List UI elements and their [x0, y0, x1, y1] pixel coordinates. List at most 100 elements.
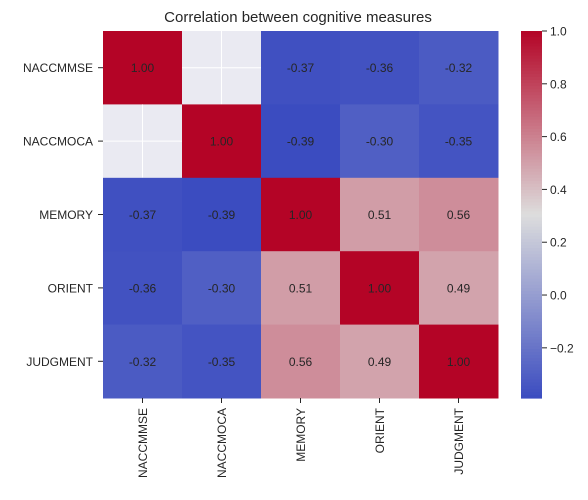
colorbar-segment: [521, 186, 542, 191]
colorbar-segment: [521, 193, 542, 197]
heatmap-cell: [419, 251, 499, 326]
colorbar-segment: [521, 110, 542, 115]
colorbar-segment: [521, 278, 542, 283]
cell-value-label: 0.51: [289, 281, 313, 295]
colorbar-segment: [521, 361, 542, 365]
colorbar-segment: [521, 235, 542, 240]
colorbar-segment: [521, 128, 542, 133]
colorbar-segment: [521, 275, 542, 280]
colorbar-segment: [521, 153, 542, 157]
colorbar-segment: [521, 98, 542, 102]
colorbar-segment: [521, 162, 542, 167]
colorbar-segment: [521, 352, 542, 356]
heatmap-cell: [182, 324, 262, 399]
cell-value-label: 1.00: [368, 281, 392, 295]
cell-value-label: 0.56: [289, 355, 313, 369]
colorbar-segment: [521, 70, 542, 75]
colorbar-segment: [521, 245, 542, 249]
cell-value-label: -0.37: [287, 61, 315, 75]
colorbar-segment: [521, 382, 542, 387]
colorbar-segment: [521, 79, 542, 84]
colorbar-segment: [521, 238, 542, 243]
colorbar-segment: [521, 346, 542, 350]
heatmap-cell: [103, 251, 183, 326]
cell-value-label: 0.49: [447, 281, 471, 295]
cell-value-label: 0.56: [447, 208, 471, 222]
colorbar-segment: [521, 284, 542, 289]
colorbar-segment: [521, 297, 542, 301]
colorbar-segment: [521, 263, 542, 268]
colorbar-segment: [521, 324, 542, 329]
colorbar-segment: [521, 355, 542, 359]
colorbar-segment: [521, 388, 542, 393]
colorbar-segment: [521, 339, 542, 344]
colorbar-segment: [521, 40, 542, 44]
cell-value-label: -0.30: [366, 135, 394, 149]
colorbar-segment: [521, 269, 542, 274]
row-labels: NACCMMSE NACCMOCA MEMORY ORIENT JUDGMENT: [23, 61, 103, 369]
colorbar-tick-label: 0.2: [550, 236, 567, 250]
colorbar-segment: [521, 92, 542, 96]
colorbar-segment: [521, 89, 542, 93]
colorbar-segment: [521, 281, 542, 286]
colorbar-segment: [521, 67, 542, 72]
cell-value-label: -0.35: [208, 355, 236, 369]
colorbar-segment: [521, 303, 542, 307]
colorbar-segment: [521, 217, 542, 222]
column-label: JUDGMENT: [452, 407, 466, 474]
colorbar-segment: [521, 125, 542, 130]
chart-title: Correlation between cognitive measures: [164, 9, 432, 26]
heatmap-cell: [340, 251, 420, 326]
colorbar-segment: [521, 113, 542, 118]
heatmap-cell: [261, 251, 341, 326]
colorbar-segment: [521, 205, 542, 209]
colorbar-segment: [521, 214, 542, 219]
colorbar-segment: [521, 61, 542, 66]
colorbar-segment: [521, 394, 542, 399]
cell-value-label: -0.39: [208, 208, 236, 222]
colorbar-segment: [521, 52, 542, 57]
heatmap-cell: [261, 177, 341, 252]
colorbar-segment: [521, 177, 542, 182]
heatmap-cell: [103, 177, 183, 252]
colorbar-segment: [521, 260, 542, 265]
colorbar-segment: [521, 138, 542, 142]
colorbar-segment: [521, 251, 542, 255]
heatmap-cell: [419, 177, 499, 252]
colorbar-segment: [521, 300, 542, 304]
heatmap-cell: [261, 104, 341, 179]
colorbar-segment: [521, 248, 542, 252]
colorbar-segment: [521, 147, 542, 151]
colorbar-segment: [521, 373, 542, 378]
colorbar-tick-label: 1.0: [550, 25, 567, 39]
heatmap-cell: [419, 324, 499, 399]
colorbar-segment: [521, 31, 542, 35]
cell-value-label: 0.49: [368, 355, 392, 369]
colorbar-segment: [521, 82, 542, 87]
heatmap-cell: [419, 31, 499, 105]
column-label: NACCMMSE: [136, 408, 150, 478]
colorbar-segment: [521, 190, 542, 194]
colorbar-segment: [521, 318, 542, 323]
colorbar-segment: [521, 34, 542, 38]
colorbar-segment: [521, 223, 542, 228]
colorbar-segment: [521, 144, 542, 148]
row-label: ORIENT: [48, 281, 94, 295]
column-label: ORIENT: [373, 407, 387, 453]
row-label: NACCMOCA: [23, 135, 93, 149]
colorbar-segment: [521, 199, 542, 203]
colorbar-segment: [521, 76, 542, 81]
cell-value-label: 1.00: [210, 135, 234, 149]
colorbar-segment: [521, 104, 542, 109]
colorbar-segment: [521, 171, 542, 176]
colorbar-segment: [521, 141, 542, 145]
colorbar-segment: [521, 254, 542, 258]
colorbar-segment: [521, 64, 542, 69]
colorbar-tick-label: 0.8: [550, 77, 567, 91]
heatmap-cell: [182, 251, 262, 326]
colorbar-segment: [521, 379, 542, 384]
colorbar-segment: [521, 385, 542, 390]
colorbar-segment: [521, 183, 542, 188]
heatmap-cell: [340, 324, 420, 399]
colorbar-segment: [521, 266, 542, 271]
